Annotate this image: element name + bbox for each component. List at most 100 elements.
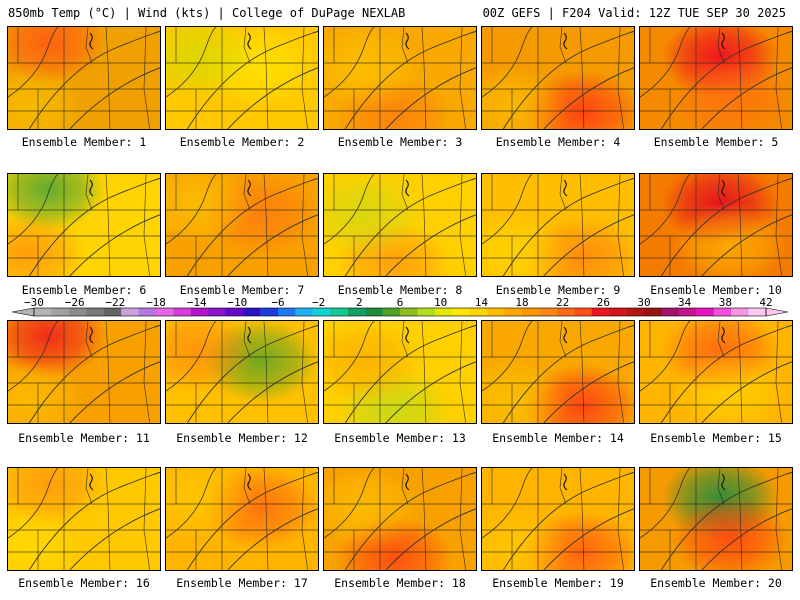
colorbar-swatch	[522, 308, 540, 316]
member-label-14: Ensemble Member: 14	[492, 431, 624, 445]
colorbar-swatch	[556, 308, 575, 316]
colorbar-swatch	[574, 308, 593, 316]
colorbar-swatch	[539, 308, 558, 316]
colorbar-swatch	[208, 308, 227, 316]
colorbar-swatch	[156, 308, 174, 316]
colorbar-tick-label: −10	[227, 296, 247, 309]
colorbar-swatch	[644, 308, 662, 316]
colorbar-swatch	[330, 308, 349, 316]
colorbar-tick-label: 10	[434, 296, 447, 309]
colorbar-tick-label: −6	[271, 296, 284, 309]
colorbar-tick-label: 30	[637, 296, 650, 309]
colorbar-swatch	[731, 308, 749, 316]
colorbar-tick-label: −26	[65, 296, 85, 309]
colorbar-swatch	[365, 308, 383, 316]
colorbar-tick-label: −22	[105, 296, 125, 309]
colorbar-tick-label: 14	[475, 296, 489, 309]
member-map-10	[639, 173, 793, 277]
colorbar-tick-label: 2	[356, 296, 363, 309]
colorbar-tick-label: −30	[24, 296, 44, 309]
colorbar-swatch	[696, 308, 715, 316]
colorbar-swatch	[382, 308, 401, 316]
member-label-18: Ensemble Member: 18	[334, 576, 466, 590]
member-label-12: Ensemble Member: 12	[176, 431, 308, 445]
member-map-11	[7, 320, 161, 424]
colorbar-swatch	[347, 308, 366, 316]
colorbar-swatch	[609, 308, 627, 316]
member-label-8: Ensemble Member: 8	[337, 283, 463, 297]
colorbar-tick-label: 18	[515, 296, 528, 309]
colorbar-swatch	[243, 308, 261, 316]
colorbar-swatch	[190, 308, 209, 316]
colorbar-swatch	[400, 308, 418, 316]
member-label-3: Ensemble Member: 3	[337, 135, 463, 149]
colorbar-swatch	[34, 308, 52, 316]
member-map-15	[639, 320, 793, 424]
member-label-1: Ensemble Member: 1	[21, 135, 147, 149]
member-label-13: Ensemble Member: 13	[334, 431, 466, 445]
member-map-8	[323, 173, 477, 277]
member-map-1	[7, 26, 161, 130]
member-map-3	[323, 26, 477, 130]
member-label-6: Ensemble Member: 6	[21, 283, 147, 297]
colorbar-swatch	[591, 308, 610, 316]
member-label-16: Ensemble Member: 16	[18, 576, 150, 590]
colorbar-swatch	[260, 308, 279, 316]
colorbar-swatch	[225, 308, 244, 316]
colorbar-swatch	[434, 308, 453, 316]
colorbar-tick-label: 42	[759, 296, 772, 309]
colorbar-swatch	[504, 308, 523, 316]
member-label-10: Ensemble Member: 10	[650, 283, 782, 297]
member-label-5: Ensemble Member: 5	[653, 135, 779, 149]
colorbar-swatch	[173, 308, 192, 316]
member-map-2	[165, 26, 319, 130]
member-map-9	[481, 173, 635, 277]
member-label-15: Ensemble Member: 15	[650, 431, 782, 445]
colorbar-swatch	[121, 308, 139, 316]
member-map-16	[7, 467, 161, 571]
colorbar-swatch	[417, 308, 436, 316]
member-map-14	[481, 320, 635, 424]
colorbar-tick-label: 26	[597, 296, 610, 309]
member-label-2: Ensemble Member: 2	[179, 135, 305, 149]
colorbar-swatch	[312, 308, 331, 316]
header-title: 850mb Temp (°C) | Wind (kts) | College o…	[8, 6, 406, 20]
member-map-13	[323, 320, 477, 424]
member-map-12	[165, 320, 319, 424]
member-map-7	[165, 173, 319, 277]
colorbar-swatch	[278, 308, 296, 316]
member-label-20: Ensemble Member: 20	[650, 576, 782, 590]
member-label-17: Ensemble Member: 17	[176, 576, 308, 590]
member-map-18	[323, 467, 477, 571]
colorbar-swatch	[295, 308, 314, 316]
colorbar-swatch	[626, 308, 645, 316]
member-map-20	[639, 467, 793, 571]
colorbar-swatch	[713, 308, 732, 316]
member-label-7: Ensemble Member: 7	[179, 283, 305, 297]
member-label-19: Ensemble Member: 19	[492, 576, 624, 590]
member-map-17	[165, 467, 319, 571]
colorbar-tick-label: −2	[312, 296, 325, 309]
colorbar-tick-label: 38	[719, 296, 732, 309]
colorbar-swatch	[678, 308, 697, 316]
colorbar-swatch	[103, 308, 122, 316]
colorbar-swatch	[452, 308, 471, 316]
colorbar-tick-label: −18	[146, 296, 166, 309]
member-map-4	[481, 26, 635, 130]
colorbar-swatch	[68, 308, 87, 316]
colorbar-tick-label: 22	[556, 296, 569, 309]
member-label-9: Ensemble Member: 9	[495, 283, 621, 297]
colorbar-tick-label: −14	[187, 296, 207, 309]
colorbar-swatch	[487, 308, 505, 316]
colorbar-swatch	[51, 308, 70, 316]
colorbar-swatch	[661, 308, 680, 316]
header-run-info: 00Z GEFS | F204 Valid: 12Z TUE SEP 30 20…	[482, 6, 786, 20]
colorbar-swatch	[748, 308, 767, 316]
colorbar-tick-label: 6	[397, 296, 404, 309]
member-label-4: Ensemble Member: 4	[495, 135, 621, 149]
member-map-19	[481, 467, 635, 571]
colorbar-swatch	[138, 308, 157, 316]
colorbar-swatch	[86, 308, 105, 316]
temperature-colorbar: −30 −26 −22 −18 −14 −10 −6 −2 2 6 10 14 18 22 26 30 34 38…	[11, 296, 789, 317]
member-map-6	[7, 173, 161, 277]
